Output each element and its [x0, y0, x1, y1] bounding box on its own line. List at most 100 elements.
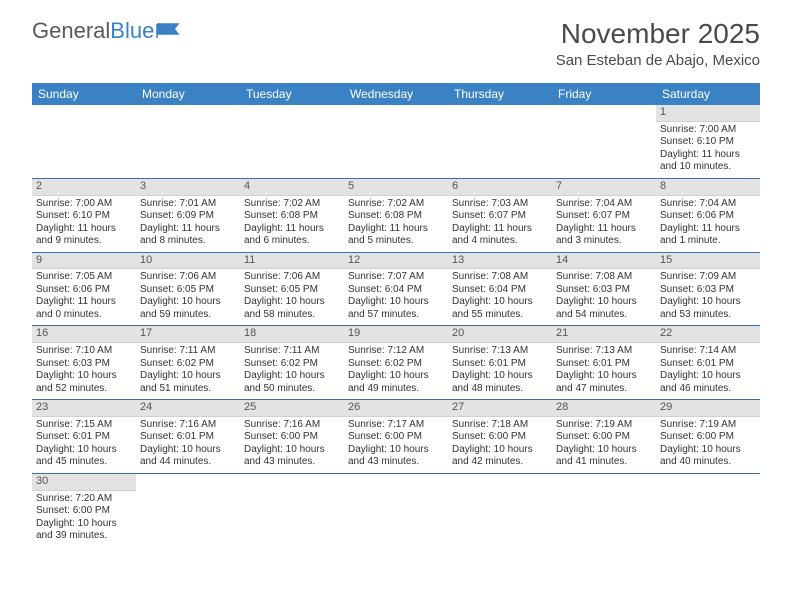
sunrise-text: Sunrise: 7:16 AM: [244, 419, 340, 432]
daylight-text: Daylight: 10 hours and 45 minutes.: [36, 444, 132, 469]
day-cell: 18Sunrise: 7:11 AMSunset: 6:02 PMDayligh…: [240, 326, 344, 399]
day-cell: 9Sunrise: 7:05 AMSunset: 6:06 PMDaylight…: [32, 253, 136, 326]
day-cell: 20Sunrise: 7:13 AMSunset: 6:01 PMDayligh…: [448, 326, 552, 399]
week-row: 1Sunrise: 7:00 AMSunset: 6:10 PMDaylight…: [32, 105, 760, 179]
day-cell: 26Sunrise: 7:17 AMSunset: 6:00 PMDayligh…: [344, 400, 448, 473]
day-body: [344, 491, 448, 497]
daylight-text: Daylight: 11 hours and 8 minutes.: [140, 223, 236, 248]
sunset-text: Sunset: 6:01 PM: [140, 431, 236, 444]
day-body: Sunrise: 7:09 AMSunset: 6:03 PMDaylight:…: [656, 269, 760, 325]
day-number: 5: [344, 179, 448, 196]
daylight-text: Daylight: 11 hours and 3 minutes.: [556, 223, 652, 248]
sunset-text: Sunset: 6:09 PM: [140, 210, 236, 223]
sunrise-text: Sunrise: 7:20 AM: [36, 493, 132, 506]
day-body: [32, 122, 136, 128]
day-body: Sunrise: 7:03 AMSunset: 6:07 PMDaylight:…: [448, 196, 552, 252]
daylight-text: Daylight: 11 hours and 1 minute.: [660, 223, 756, 248]
day-body: Sunrise: 7:06 AMSunset: 6:05 PMDaylight:…: [240, 269, 344, 325]
day-body: Sunrise: 7:16 AMSunset: 6:01 PMDaylight:…: [136, 417, 240, 473]
day-body: [344, 122, 448, 128]
sunset-text: Sunset: 6:00 PM: [660, 431, 756, 444]
daylight-text: Daylight: 10 hours and 46 minutes.: [660, 370, 756, 395]
day-cell: 12Sunrise: 7:07 AMSunset: 6:04 PMDayligh…: [344, 253, 448, 326]
sunset-text: Sunset: 6:03 PM: [660, 284, 756, 297]
day-body: [240, 122, 344, 128]
day-cell: 25Sunrise: 7:16 AMSunset: 6:00 PMDayligh…: [240, 400, 344, 473]
sunrise-text: Sunrise: 7:11 AM: [140, 345, 236, 358]
day-body: Sunrise: 7:12 AMSunset: 6:02 PMDaylight:…: [344, 343, 448, 399]
flag-icon: [156, 22, 182, 40]
day-cell: 1Sunrise: 7:00 AMSunset: 6:10 PMDaylight…: [656, 105, 760, 178]
day-number: 9: [32, 253, 136, 270]
sunset-text: Sunset: 6:08 PM: [348, 210, 444, 223]
day-cell: 6Sunrise: 7:03 AMSunset: 6:07 PMDaylight…: [448, 179, 552, 252]
page-header: GeneralBlue November 2025 San Esteban de…: [0, 0, 792, 77]
sunrise-text: Sunrise: 7:09 AM: [660, 271, 756, 284]
sunset-text: Sunset: 6:08 PM: [244, 210, 340, 223]
day-number: 20: [448, 326, 552, 343]
day-cell: 2Sunrise: 7:00 AMSunset: 6:10 PMDaylight…: [32, 179, 136, 252]
sunset-text: Sunset: 6:02 PM: [244, 358, 340, 371]
sunset-text: Sunset: 6:07 PM: [452, 210, 548, 223]
sunset-text: Sunset: 6:00 PM: [452, 431, 548, 444]
sunrise-text: Sunrise: 7:16 AM: [140, 419, 236, 432]
day-body: Sunrise: 7:04 AMSunset: 6:06 PMDaylight:…: [656, 196, 760, 252]
day-cell: 4Sunrise: 7:02 AMSunset: 6:08 PMDaylight…: [240, 179, 344, 252]
sunset-text: Sunset: 6:01 PM: [452, 358, 548, 371]
daylight-text: Daylight: 11 hours and 9 minutes.: [36, 223, 132, 248]
day-body: Sunrise: 7:16 AMSunset: 6:00 PMDaylight:…: [240, 417, 344, 473]
month-title: November 2025: [556, 18, 760, 50]
sunset-text: Sunset: 6:01 PM: [36, 431, 132, 444]
day-body: Sunrise: 7:08 AMSunset: 6:03 PMDaylight:…: [552, 269, 656, 325]
day-body: [552, 491, 656, 497]
day-number: 14: [552, 253, 656, 270]
day-cell: 24Sunrise: 7:16 AMSunset: 6:01 PMDayligh…: [136, 400, 240, 473]
day-number: 6: [448, 179, 552, 196]
day-cell: 27Sunrise: 7:18 AMSunset: 6:00 PMDayligh…: [448, 400, 552, 473]
daylight-text: Daylight: 10 hours and 40 minutes.: [660, 444, 756, 469]
sunrise-text: Sunrise: 7:00 AM: [36, 198, 132, 211]
daylight-text: Daylight: 10 hours and 44 minutes.: [140, 444, 236, 469]
day-number: 3: [136, 179, 240, 196]
day-cell: [656, 474, 760, 547]
day-body: [552, 122, 656, 128]
day-cell: 16Sunrise: 7:10 AMSunset: 6:03 PMDayligh…: [32, 326, 136, 399]
sunrise-text: Sunrise: 7:03 AM: [452, 198, 548, 211]
day-number: 7: [552, 179, 656, 196]
day-cell: 30Sunrise: 7:20 AMSunset: 6:00 PMDayligh…: [32, 474, 136, 547]
sunrise-text: Sunrise: 7:11 AM: [244, 345, 340, 358]
day-body: Sunrise: 7:02 AMSunset: 6:08 PMDaylight:…: [344, 196, 448, 252]
weeks-container: 1Sunrise: 7:00 AMSunset: 6:10 PMDaylight…: [32, 105, 760, 547]
day-cell: [240, 105, 344, 178]
day-body: [448, 122, 552, 128]
sunrise-text: Sunrise: 7:10 AM: [36, 345, 132, 358]
daylight-text: Daylight: 10 hours and 47 minutes.: [556, 370, 652, 395]
location-text: San Esteban de Abajo, Mexico: [556, 52, 760, 69]
sunset-text: Sunset: 6:03 PM: [556, 284, 652, 297]
week-row: 23Sunrise: 7:15 AMSunset: 6:01 PMDayligh…: [32, 400, 760, 474]
day-cell: [448, 105, 552, 178]
day-number: 24: [136, 400, 240, 417]
day-cell: 3Sunrise: 7:01 AMSunset: 6:09 PMDaylight…: [136, 179, 240, 252]
day-number: 25: [240, 400, 344, 417]
sunset-text: Sunset: 6:04 PM: [452, 284, 548, 297]
daylight-text: Daylight: 10 hours and 43 minutes.: [244, 444, 340, 469]
calendar: Sunday Monday Tuesday Wednesday Thursday…: [32, 83, 760, 547]
dayhead-tue: Tuesday: [240, 83, 344, 105]
sunrise-text: Sunrise: 7:05 AM: [36, 271, 132, 284]
sunrise-text: Sunrise: 7:04 AM: [660, 198, 756, 211]
sunset-text: Sunset: 6:00 PM: [36, 505, 132, 518]
day-number: 12: [344, 253, 448, 270]
day-cell: 11Sunrise: 7:06 AMSunset: 6:05 PMDayligh…: [240, 253, 344, 326]
day-body: Sunrise: 7:06 AMSunset: 6:05 PMDaylight:…: [136, 269, 240, 325]
day-cell: [32, 105, 136, 178]
day-cell: 5Sunrise: 7:02 AMSunset: 6:08 PMDaylight…: [344, 179, 448, 252]
day-cell: [240, 474, 344, 547]
day-cell: [552, 474, 656, 547]
daylight-text: Daylight: 10 hours and 43 minutes.: [348, 444, 444, 469]
dayhead-wed: Wednesday: [344, 83, 448, 105]
sunrise-text: Sunrise: 7:13 AM: [556, 345, 652, 358]
sunrise-text: Sunrise: 7:12 AM: [348, 345, 444, 358]
sunrise-text: Sunrise: 7:15 AM: [36, 419, 132, 432]
day-body: Sunrise: 7:14 AMSunset: 6:01 PMDaylight:…: [656, 343, 760, 399]
